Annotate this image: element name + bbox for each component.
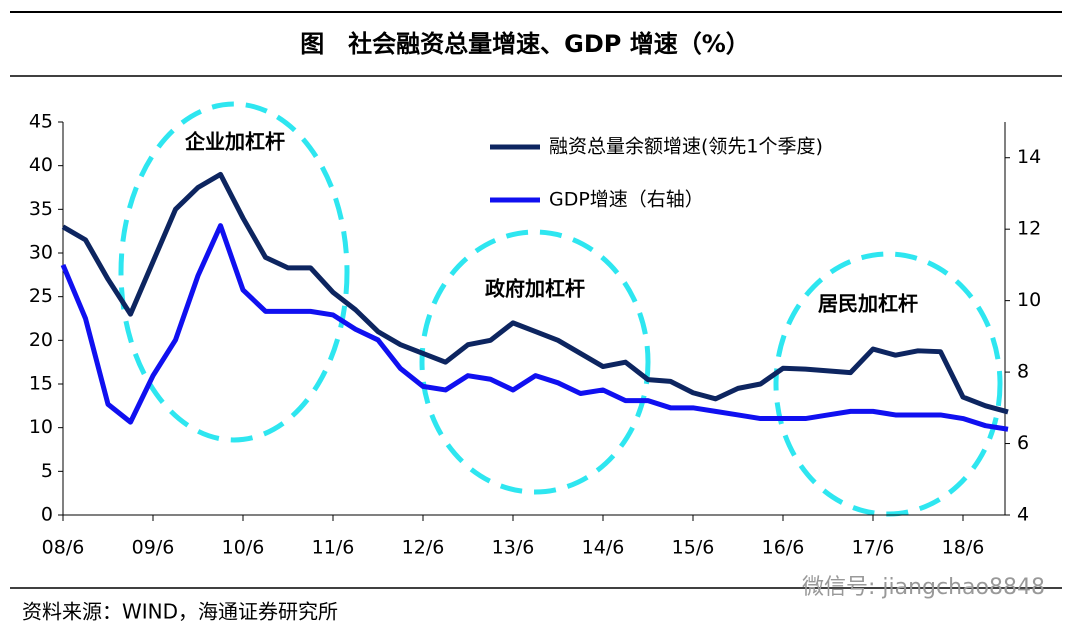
x-tick-label: 09/6 xyxy=(132,537,175,559)
y2-tick-label: 12 xyxy=(1017,218,1041,240)
x-tick-label: 16/6 xyxy=(762,537,805,559)
source-note: 资料来源：WIND，海通证券研究所 xyxy=(22,600,338,624)
x-tick-label: 14/6 xyxy=(582,537,625,559)
x-tick-label: 12/6 xyxy=(402,537,445,559)
series-line xyxy=(60,223,1009,432)
x-tick-label: 10/6 xyxy=(222,537,265,559)
y-tick-label: 35 xyxy=(29,198,53,220)
highlight-ellipse xyxy=(118,101,350,443)
highlight-ellipse xyxy=(419,229,651,495)
y2-tick-label: 4 xyxy=(1017,504,1029,526)
y-tick-label: 40 xyxy=(29,154,53,176)
annotation: 居民加杠杆 xyxy=(818,292,918,316)
x-tick-label: 11/6 xyxy=(312,537,355,559)
y2-tick-label: 14 xyxy=(1017,146,1041,168)
y-tick-label: 5 xyxy=(41,460,53,482)
legend-label: 融资总量余额增速(领先1个季度) xyxy=(549,136,823,158)
highlight-ellipse xyxy=(773,251,1003,517)
y2-tick-label: 6 xyxy=(1017,432,1029,454)
y2-tick-label: 10 xyxy=(1017,289,1041,311)
y-tick-label: 10 xyxy=(29,416,53,438)
annotation: 政府加杠杆 xyxy=(485,277,585,301)
y-tick-label: 30 xyxy=(29,242,53,264)
series-line xyxy=(61,171,1009,415)
y-tick-label: 25 xyxy=(29,285,53,307)
watermark: 微信号: jiangchao8848 xyxy=(802,575,1045,600)
x-tick-label: 15/6 xyxy=(672,537,715,559)
y-tick-label: 20 xyxy=(29,329,53,351)
annotation: 企业加杠杆 xyxy=(184,130,285,154)
y-tick-label: 45 xyxy=(29,111,53,133)
legend-label: GDP增速（右轴） xyxy=(549,189,704,211)
y-tick-label: 15 xyxy=(29,373,53,395)
y2-tick-label: 8 xyxy=(1017,361,1029,383)
x-tick-label: 13/6 xyxy=(492,537,535,559)
y-tick-label: 0 xyxy=(41,504,53,526)
x-tick-label: 08/6 xyxy=(42,537,85,559)
x-tick-label: 17/6 xyxy=(852,537,895,559)
chart-title: 图 社会融资总量增速、GDP 增速（%） xyxy=(300,30,750,58)
x-tick-label: 18/6 xyxy=(942,537,985,559)
